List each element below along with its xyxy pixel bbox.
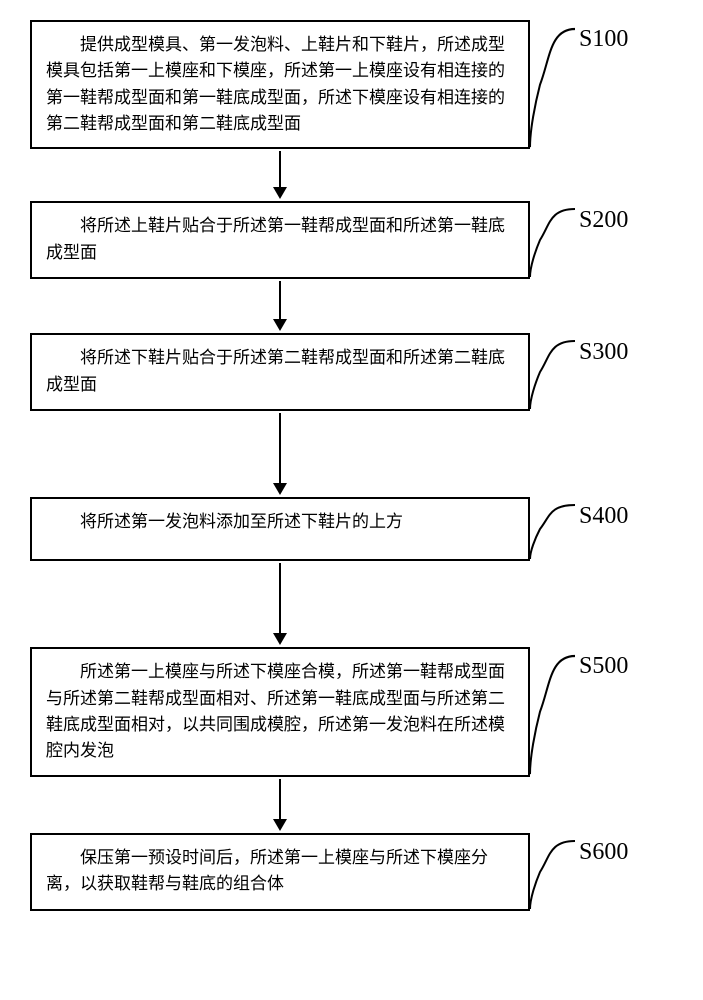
arrow-line — [279, 281, 281, 319]
connector-curve-icon — [530, 833, 575, 911]
arrow-head — [273, 187, 287, 199]
label-group: S500 — [530, 647, 673, 776]
spacer — [530, 411, 673, 497]
arrow-container — [30, 561, 673, 647]
step-text: 将所述上鞋片贴合于所述第一鞋帮成型面和所述第一鞋底成型面 — [46, 213, 514, 266]
label-group: S300 — [530, 333, 673, 411]
connector-curve-icon — [530, 201, 575, 279]
step-row: 将所述上鞋片贴合于所述第一鞋帮成型面和所述第一鞋底成型面 S200 — [30, 201, 673, 279]
step-text: 将所述第一发泡料添加至所述下鞋片的上方 — [46, 509, 514, 535]
connector-curve-icon — [530, 20, 575, 149]
flowchart-container: 提供成型模具、第一发泡料、上鞋片和下鞋片，所述成型模具包括第一上模座和下模座，所… — [30, 20, 673, 911]
step-row: 将所述下鞋片贴合于所述第二鞋帮成型面和所述第二鞋底成型面 S300 — [30, 333, 673, 411]
arrow-container — [30, 279, 673, 333]
spacer — [530, 777, 673, 833]
arrow-down-icon — [30, 281, 530, 331]
arrow-line — [279, 151, 281, 187]
label-group: S600 — [530, 833, 673, 911]
arrow-head — [273, 633, 287, 645]
step-box: 将所述下鞋片贴合于所述第二鞋帮成型面和所述第二鞋底成型面 — [30, 333, 530, 411]
label-group: S200 — [530, 201, 673, 279]
label-group: S400 — [530, 497, 673, 561]
step-box: 所述第一上模座与所述下模座合模，所述第一鞋帮成型面与所述第二鞋帮成型面相对、所述… — [30, 647, 530, 776]
arrow-line — [279, 413, 281, 483]
spacer — [530, 279, 673, 333]
step-label: S500 — [575, 647, 628, 680]
step-row: 将所述第一发泡料添加至所述下鞋片的上方 S400 — [30, 497, 673, 561]
arrow-down-icon — [30, 151, 530, 199]
spacer — [530, 561, 673, 647]
step-box: 将所述上鞋片贴合于所述第一鞋帮成型面和所述第一鞋底成型面 — [30, 201, 530, 279]
connector-curve-icon — [530, 333, 575, 411]
step-label: S200 — [575, 201, 628, 234]
step-text: 所述第一上模座与所述下模座合模，所述第一鞋帮成型面与所述第二鞋帮成型面相对、所述… — [46, 659, 514, 764]
step-label: S400 — [575, 497, 628, 530]
step-text: 保压第一预设时间后，所述第一上模座与所述下模座分离，以获取鞋帮与鞋底的组合体 — [46, 845, 514, 898]
step-text: 将所述下鞋片贴合于所述第二鞋帮成型面和所述第二鞋底成型面 — [46, 345, 514, 398]
arrow-head — [273, 319, 287, 331]
step-box: 保压第一预设时间后，所述第一上模座与所述下模座分离，以获取鞋帮与鞋底的组合体 — [30, 833, 530, 911]
arrow-line — [279, 779, 281, 819]
connector-curve-icon — [530, 497, 575, 561]
label-group: S100 — [530, 20, 673, 149]
step-label: S300 — [575, 333, 628, 366]
step-label: S100 — [575, 20, 628, 53]
step-row: 保压第一预设时间后，所述第一上模座与所述下模座分离，以获取鞋帮与鞋底的组合体 S6… — [30, 833, 673, 911]
arrow-container — [30, 777, 673, 833]
step-row: 提供成型模具、第一发泡料、上鞋片和下鞋片，所述成型模具包括第一上模座和下模座，所… — [30, 20, 673, 149]
arrow-container — [30, 149, 673, 201]
arrow-line — [279, 563, 281, 633]
step-label: S600 — [575, 833, 628, 866]
step-box: 提供成型模具、第一发泡料、上鞋片和下鞋片，所述成型模具包括第一上模座和下模座，所… — [30, 20, 530, 149]
step-text: 提供成型模具、第一发泡料、上鞋片和下鞋片，所述成型模具包括第一上模座和下模座，所… — [46, 32, 514, 137]
arrow-head — [273, 483, 287, 495]
connector-curve-icon — [530, 647, 575, 776]
step-box: 将所述第一发泡料添加至所述下鞋片的上方 — [30, 497, 530, 561]
step-row: 所述第一上模座与所述下模座合模，所述第一鞋帮成型面与所述第二鞋帮成型面相对、所述… — [30, 647, 673, 776]
spacer — [530, 149, 673, 201]
arrow-down-icon — [30, 563, 530, 645]
arrow-container — [30, 411, 673, 497]
arrow-head — [273, 819, 287, 831]
arrow-down-icon — [30, 779, 530, 831]
arrow-down-icon — [30, 413, 530, 495]
